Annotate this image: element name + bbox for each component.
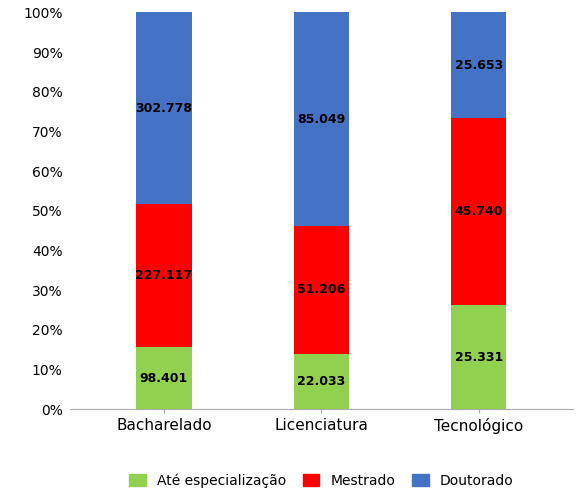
Bar <box>451 12 506 118</box>
Bar <box>294 354 349 409</box>
Text: 45.740: 45.740 <box>454 205 503 218</box>
Text: 302.778: 302.778 <box>136 101 193 115</box>
Text: 227.117: 227.117 <box>135 269 193 282</box>
Legend: Até especialização, Mestrado, Doutorado: Até especialização, Mestrado, Doutorado <box>124 468 519 494</box>
Text: 25.331: 25.331 <box>455 351 503 364</box>
Bar <box>294 12 349 226</box>
Bar <box>136 204 191 347</box>
Text: 22.033: 22.033 <box>297 375 346 388</box>
Bar <box>136 347 191 409</box>
Bar <box>136 12 191 204</box>
Bar <box>451 118 506 305</box>
Text: 51.206: 51.206 <box>297 283 346 296</box>
Text: 98.401: 98.401 <box>140 372 188 385</box>
Text: 85.049: 85.049 <box>297 113 346 126</box>
Bar <box>294 226 349 354</box>
Text: 25.653: 25.653 <box>455 58 503 71</box>
Bar <box>451 305 506 409</box>
